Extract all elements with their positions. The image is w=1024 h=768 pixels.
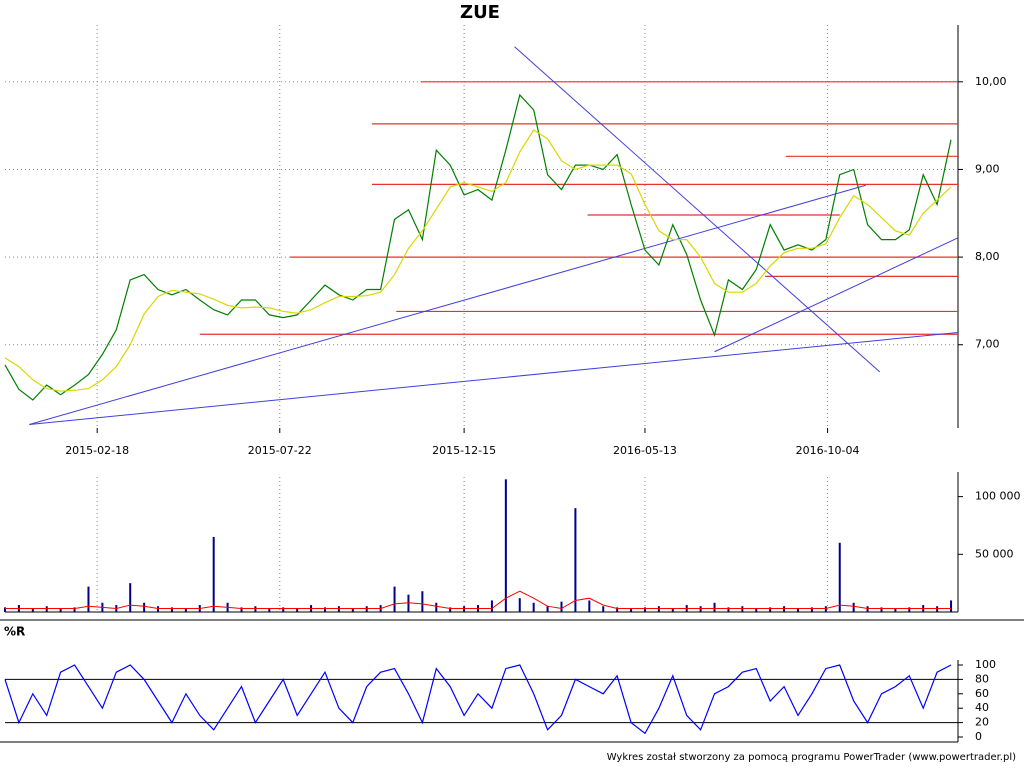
average-line — [5, 590, 951, 610]
volume-bar — [546, 606, 549, 612]
y-tick-label: 40 — [975, 701, 989, 714]
x-tick-label: 2016-10-04 — [796, 444, 860, 457]
volume-bar — [282, 607, 285, 612]
volume-bar — [560, 601, 563, 612]
volume-bar — [727, 607, 730, 612]
volume-bar — [713, 602, 716, 612]
volume-bar — [783, 606, 786, 612]
y-tick-label: 50 000 — [975, 547, 1014, 560]
volume-bar — [59, 608, 62, 612]
volume-bar — [337, 606, 340, 612]
volume-bar — [435, 602, 438, 612]
x-tick-label: 2015-02-18 — [65, 444, 129, 457]
volume-bar — [894, 608, 897, 612]
volume-bar — [87, 586, 90, 612]
volume-bar — [838, 542, 841, 612]
trend-line — [29, 184, 866, 425]
x-tick-label: 2016-05-13 — [613, 444, 677, 457]
volume-bar — [254, 606, 257, 612]
volume-bar — [574, 508, 577, 612]
volume-bar — [852, 602, 855, 612]
volume-bar — [643, 607, 646, 612]
volume-bar — [657, 606, 660, 612]
volume-bar — [699, 606, 702, 612]
y-tick-label: 100 — [975, 658, 996, 671]
volume-bar — [296, 608, 299, 612]
chart-title: ZUE — [460, 2, 500, 23]
trend-line — [714, 237, 959, 353]
volume-bar — [950, 600, 953, 612]
volume-bar — [797, 608, 800, 612]
volume-bar — [157, 606, 160, 612]
volume-bar — [268, 608, 271, 612]
volume-bar — [936, 606, 939, 612]
y-tick-label: 0 — [975, 730, 982, 743]
y-tick-label: 100 000 — [975, 490, 1021, 503]
indicator-title: %R — [4, 625, 25, 639]
volume-bar — [518, 598, 521, 612]
volume-bar — [463, 606, 466, 612]
volume-bar — [504, 479, 507, 612]
price-line — [4, 129, 952, 392]
trend-line — [29, 331, 959, 425]
volume-bar — [4, 607, 6, 612]
volume-bar — [421, 591, 424, 612]
trend-line — [514, 46, 881, 373]
volume-bar — [365, 606, 368, 612]
volume-bar — [449, 607, 452, 612]
volume-bar — [880, 607, 883, 612]
volume-bar — [671, 608, 674, 612]
x-tick-label: 2015-12-15 — [432, 444, 496, 457]
y-tick-label: 9,00 — [975, 162, 1000, 175]
y-tick-label: 10,00 — [975, 75, 1007, 88]
volume-bar — [323, 607, 326, 612]
x-tick-label: 2015-07-22 — [248, 444, 312, 457]
volume-bar — [31, 608, 34, 612]
price-line — [4, 664, 952, 735]
y-tick-label: 20 — [975, 716, 989, 729]
volume-bar — [393, 586, 396, 612]
volume-bar — [45, 606, 48, 612]
volume-bar — [490, 600, 493, 612]
footer: Wykres został stworzony za pomocą progra… — [607, 752, 1016, 763]
volume-bar — [212, 537, 215, 612]
volume-bar — [741, 606, 744, 612]
volume-bar — [630, 608, 633, 612]
volume-bar — [616, 607, 619, 612]
volume-bar — [824, 606, 827, 612]
volume-bar — [73, 607, 76, 612]
y-tick-label: 7,00 — [975, 338, 1000, 351]
y-tick-label: 60 — [975, 687, 989, 700]
volume-bar — [351, 608, 354, 612]
volume-bar — [240, 607, 243, 612]
volume-bar — [755, 608, 758, 612]
volume-bar — [170, 607, 173, 612]
volume-bar — [602, 606, 605, 612]
y-tick-label: 8,00 — [975, 250, 1000, 263]
volume-bar — [588, 600, 591, 612]
volume-bar — [908, 607, 911, 612]
volume-bar — [129, 583, 132, 612]
volume-bar — [532, 602, 535, 612]
volume-bar — [143, 602, 146, 612]
y-tick-label: 80 — [975, 672, 989, 685]
volume-bar — [810, 607, 813, 612]
volume-bar — [866, 606, 869, 612]
volume-bar — [407, 594, 410, 612]
price-line — [4, 93, 952, 401]
volume-bar — [769, 607, 772, 612]
volume-bar — [184, 608, 187, 612]
